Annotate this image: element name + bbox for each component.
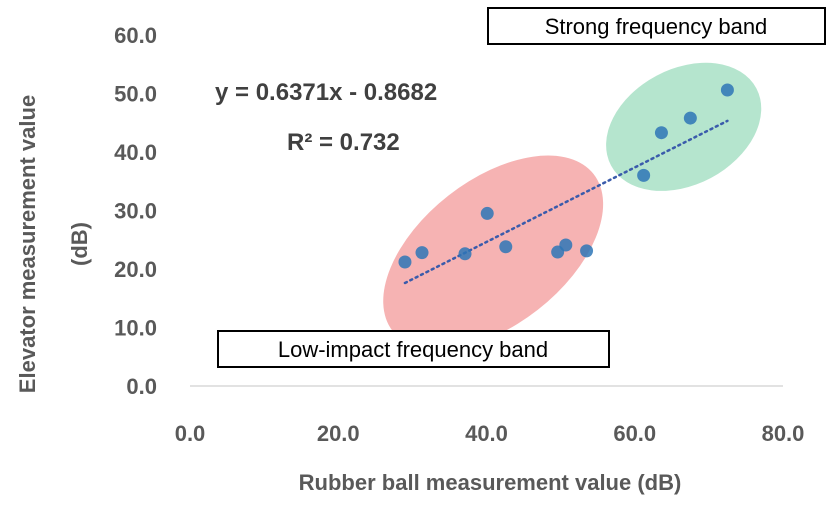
trendline (403, 119, 729, 285)
data-point (458, 247, 472, 261)
data-point (683, 111, 697, 125)
x-axis-title: Rubber ball measurement value (dB) (299, 470, 682, 495)
data-point (559, 238, 573, 252)
strong-band-label-box: Strong frequency band (487, 7, 826, 45)
strong-band-label: Strong frequency band (545, 14, 768, 39)
y-tick-label: 50.0 (114, 82, 157, 107)
y-tick-label: 60.0 (114, 23, 157, 48)
x-tick-label: 40.0 (465, 421, 508, 446)
r-squared-label: R² = 0.732 (287, 129, 400, 156)
low-impact-band-label: Low-impact frequency band (278, 337, 548, 362)
y-tick-labels: 0.0 10.0 20.0 30.0 40.0 50.0 60.0 (114, 23, 157, 399)
trendline-equation: y = 0.6371x - 0.8682 (215, 79, 437, 106)
y-axis-title-line1: Elevator measurement value (15, 95, 40, 393)
strong-band-box (487, 7, 826, 45)
low-impact-band-box (217, 330, 610, 368)
data-point (398, 255, 412, 269)
data-point (415, 246, 429, 260)
data-point (499, 240, 513, 254)
data-point (580, 244, 594, 258)
trendline-path (403, 119, 729, 285)
data-point (720, 83, 734, 97)
x-tick-label: 80.0 (762, 421, 805, 446)
data-point (637, 168, 651, 182)
low-impact-band-label-box: Low-impact frequency band (217, 330, 610, 368)
x-tick-label: 60.0 (613, 421, 656, 446)
data-point (480, 206, 494, 220)
y-tick-label: 10.0 (114, 316, 157, 341)
x-tick-label: 0.0 (175, 421, 206, 446)
y-tick-label: 0.0 (126, 374, 157, 399)
data-points (398, 83, 734, 269)
x-tick-label: 20.0 (317, 421, 360, 446)
x-tick-labels: 0.0 20.0 40.0 60.0 80.0 (175, 421, 805, 446)
data-point (654, 126, 668, 140)
y-tick-label: 30.0 (114, 199, 157, 224)
y-axis-title-line2: (dB) (67, 222, 92, 266)
region-low-impact (383, 155, 604, 350)
highlight-regions (383, 62, 762, 350)
y-tick-label: 40.0 (114, 140, 157, 165)
region-strong (606, 62, 762, 191)
y-tick-label: 20.0 (114, 257, 157, 282)
